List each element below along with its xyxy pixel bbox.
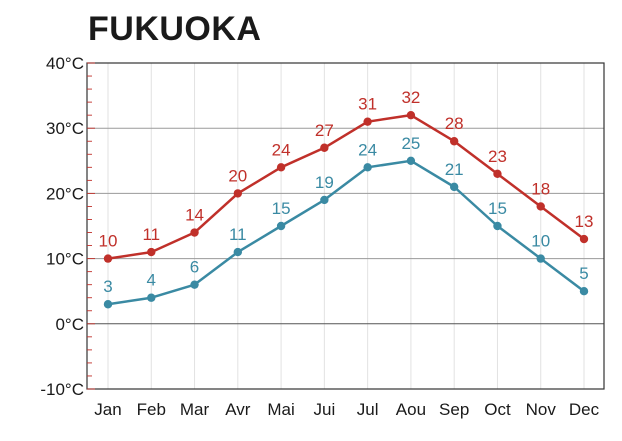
data-label: 11 bbox=[142, 225, 160, 244]
data-point bbox=[147, 293, 156, 302]
data-point bbox=[233, 247, 243, 257]
data-point bbox=[103, 254, 113, 263]
data-label: 4 bbox=[147, 271, 156, 290]
chart-title: FUKUOKA bbox=[88, 10, 262, 48]
data-point bbox=[276, 221, 286, 231]
data-label: 13 bbox=[575, 212, 594, 231]
data-point bbox=[233, 189, 243, 198]
plot-frame bbox=[86, 62, 605, 390]
axis-layer: -10°C 0°C 10°C 20°C 30°C 40°C Jan Feb Mar Avr Mai J… bbox=[40, 54, 605, 419]
data-label: 28 bbox=[445, 114, 464, 133]
data-point bbox=[276, 163, 286, 172]
data-label: 25 bbox=[401, 134, 420, 153]
data-label: 23 bbox=[488, 147, 507, 166]
data-point bbox=[147, 247, 156, 257]
x-tick-label: Sep bbox=[439, 400, 469, 419]
data-label: 24 bbox=[272, 140, 291, 159]
x-tick-label: Jan bbox=[94, 400, 121, 419]
label-layer: 10 11 14 20 24 27 31 32 28 23 18 13 3 4 6 11 15 19 24 25 21 1… bbox=[99, 88, 594, 296]
y-tick-label: 30°C bbox=[46, 119, 84, 138]
data-point bbox=[579, 287, 589, 296]
data-label: 19 bbox=[315, 173, 334, 192]
data-point bbox=[493, 221, 502, 231]
data-label: 15 bbox=[488, 199, 507, 218]
y-tick-label: -10°C bbox=[40, 380, 84, 399]
x-tick-label: Dec bbox=[569, 400, 600, 419]
data-point bbox=[103, 300, 113, 309]
x-tick-label: Mar bbox=[180, 400, 210, 419]
data-point bbox=[190, 280, 199, 289]
x-tick-label: Oct bbox=[484, 400, 511, 419]
grid-layer bbox=[87, 62, 604, 390]
y-tick-label: 10°C bbox=[46, 250, 84, 269]
data-label: 6 bbox=[190, 258, 199, 277]
data-point bbox=[493, 169, 502, 179]
x-tick-label: Jui bbox=[313, 400, 335, 419]
data-label: 18 bbox=[531, 179, 550, 198]
data-label: 32 bbox=[401, 88, 420, 107]
series-layer bbox=[103, 110, 589, 309]
x-tick-label: Aou bbox=[396, 400, 426, 419]
data-label: 3 bbox=[103, 277, 112, 296]
data-label: 21 bbox=[445, 160, 464, 179]
data-label: 5 bbox=[579, 264, 588, 283]
x-tick-label: Jul bbox=[357, 400, 379, 419]
y-tick-label: 40°C bbox=[46, 54, 84, 73]
data-point bbox=[536, 254, 545, 263]
data-point bbox=[406, 156, 416, 165]
data-label: 15 bbox=[272, 199, 291, 218]
x-tick-label: Nov bbox=[526, 400, 557, 419]
data-label: 24 bbox=[358, 140, 377, 159]
data-label: 31 bbox=[358, 95, 377, 114]
x-tick-label: Mai bbox=[267, 400, 294, 419]
data-point bbox=[406, 110, 416, 120]
data-point bbox=[449, 137, 459, 146]
data-point bbox=[320, 195, 329, 205]
data-label: 11 bbox=[229, 225, 247, 244]
data-point bbox=[363, 163, 372, 172]
data-label: 27 bbox=[315, 121, 334, 140]
y-tick-label: 20°C bbox=[46, 184, 84, 203]
data-label: 14 bbox=[185, 206, 204, 225]
x-tick-label: Avr bbox=[225, 400, 251, 419]
data-point bbox=[536, 202, 545, 211]
series-line-1 bbox=[107, 159, 585, 306]
data-point bbox=[579, 234, 589, 244]
data-point bbox=[449, 182, 459, 192]
data-point bbox=[190, 228, 199, 237]
series-line-0 bbox=[107, 113, 585, 260]
data-label: 10 bbox=[99, 232, 118, 251]
data-point bbox=[363, 117, 372, 126]
data-label: 20 bbox=[228, 166, 247, 185]
data-point bbox=[320, 143, 329, 152]
x-tick-label: Feb bbox=[137, 400, 166, 419]
data-label: 10 bbox=[531, 232, 550, 251]
y-tick-label: 0°C bbox=[55, 315, 84, 334]
